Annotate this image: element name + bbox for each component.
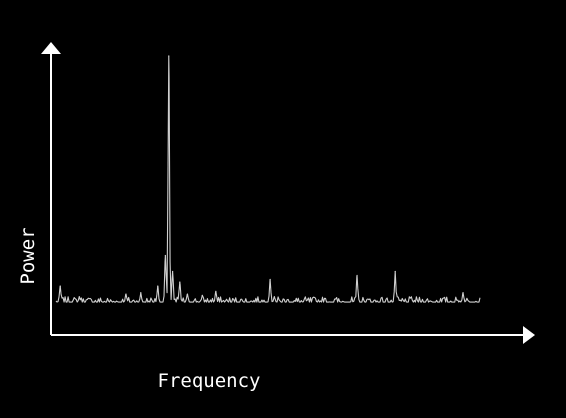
- spectrum-line: [55, 55, 481, 303]
- x-axis-label: Frequency: [158, 370, 261, 392]
- peak-point-3: [125, 293, 127, 295]
- y-axis-arrow: [41, 42, 61, 54]
- peak-point-2: [78, 296, 80, 298]
- peak-point-6: [164, 254, 166, 257]
- chart-series: [55, 55, 481, 303]
- peak-point-17: [462, 292, 464, 294]
- peak-point-9: [179, 281, 181, 283]
- y-axis-label: Power: [17, 227, 39, 284]
- peak-point-10: [186, 293, 189, 295]
- peak-point-8: [172, 270, 174, 273]
- chart-axes: [41, 42, 535, 344]
- peak-point-12: [215, 290, 217, 293]
- peak-point-1: [59, 285, 61, 287]
- peak-point-4: [140, 292, 142, 294]
- peak-point-13: [269, 278, 271, 281]
- peak-point-15: [356, 274, 358, 277]
- peak-point-16: [394, 270, 396, 273]
- peak-point-7: [168, 55, 170, 57]
- peak-point-5: [157, 285, 159, 287]
- peak-point-11: [201, 294, 203, 296]
- x-axis-arrow: [523, 326, 535, 344]
- peak-point-14: [273, 296, 275, 298]
